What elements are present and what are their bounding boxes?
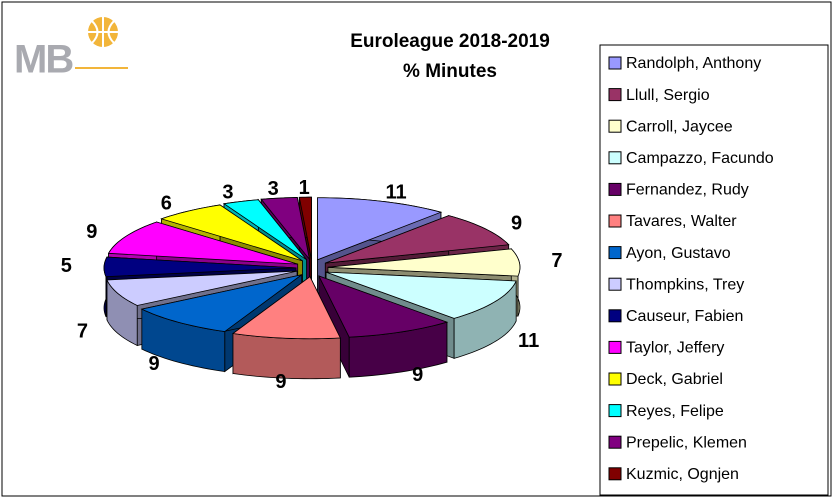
data-label: 9 xyxy=(86,221,97,243)
slice-top xyxy=(103,256,297,278)
legend-label: Taylor, Jeffery xyxy=(626,340,724,357)
slice-top xyxy=(106,270,298,306)
chart-title: Euroleague 2018-2019 xyxy=(350,31,550,52)
legend-swatch xyxy=(608,88,622,102)
slice-top xyxy=(160,204,303,262)
legend-label: Reyes, Felipe xyxy=(626,403,724,420)
slice-top xyxy=(325,271,517,319)
legend-swatch xyxy=(608,56,622,70)
slice-wall xyxy=(232,333,341,380)
slice-top xyxy=(107,221,298,265)
legend-label: Carroll, Jaycee xyxy=(626,118,733,135)
legend-label: Kuzmic, Ognjen xyxy=(626,466,739,483)
slice-top xyxy=(260,197,310,260)
data-label: 9 xyxy=(275,371,286,393)
legend-swatch xyxy=(608,214,622,228)
data-label: 11 xyxy=(385,182,406,204)
slice-top xyxy=(298,196,312,260)
legend-swatch xyxy=(608,277,622,291)
data-label: 11 xyxy=(518,330,539,352)
data-label: 3 xyxy=(222,182,233,204)
legend-swatch xyxy=(608,467,622,481)
legend-swatch xyxy=(608,404,622,418)
legend-swatch xyxy=(608,119,622,133)
legend-label: Llull, Sergio xyxy=(626,87,710,104)
legend-label: Randolph, Anthony xyxy=(626,55,761,72)
chart-subtitle: % Minutes xyxy=(403,61,497,82)
legend-label: Campazzo, Facundo xyxy=(626,150,774,167)
legend-swatch xyxy=(608,182,622,196)
legend-label: Thompkins, Trey xyxy=(626,276,744,293)
data-label: 7 xyxy=(551,250,562,272)
legend-label: Prepelic, Klemen xyxy=(626,434,747,451)
legend-box xyxy=(599,44,829,496)
legend-label: Causeur, Fabien xyxy=(626,308,743,325)
data-label: 9 xyxy=(511,212,522,234)
legend-swatch xyxy=(608,435,622,449)
slice-top xyxy=(140,274,302,332)
legend-label: Deck, Gabriel xyxy=(626,371,723,388)
pie-slice xyxy=(231,275,341,380)
data-label: 5 xyxy=(61,255,72,277)
slice-top xyxy=(222,199,307,261)
legend-label: Tavares, Walter xyxy=(626,213,737,230)
slice-top xyxy=(231,276,341,340)
slice-top xyxy=(317,197,443,261)
logo-ball-lines xyxy=(88,17,118,47)
data-label: 7 xyxy=(77,321,88,343)
slice-top xyxy=(325,215,510,264)
data-label: 1 xyxy=(299,177,310,199)
logo: MB xyxy=(14,17,128,82)
legend-swatch xyxy=(608,246,622,260)
logo-text: MB xyxy=(14,38,73,82)
legend-swatch xyxy=(608,309,622,323)
data-label: 9 xyxy=(412,364,423,386)
data-label: 3 xyxy=(268,178,279,200)
legend-swatch xyxy=(608,340,622,354)
legend-label: Fernandez, Rudy xyxy=(626,182,749,199)
legend-label: Ayon, Gustavo xyxy=(626,245,731,262)
data-label: 9 xyxy=(148,353,159,375)
slice-top xyxy=(327,248,521,277)
legend-swatch xyxy=(608,372,622,386)
data-label: 6 xyxy=(161,192,172,214)
legend-swatch xyxy=(608,151,622,165)
slice-top xyxy=(318,275,449,338)
